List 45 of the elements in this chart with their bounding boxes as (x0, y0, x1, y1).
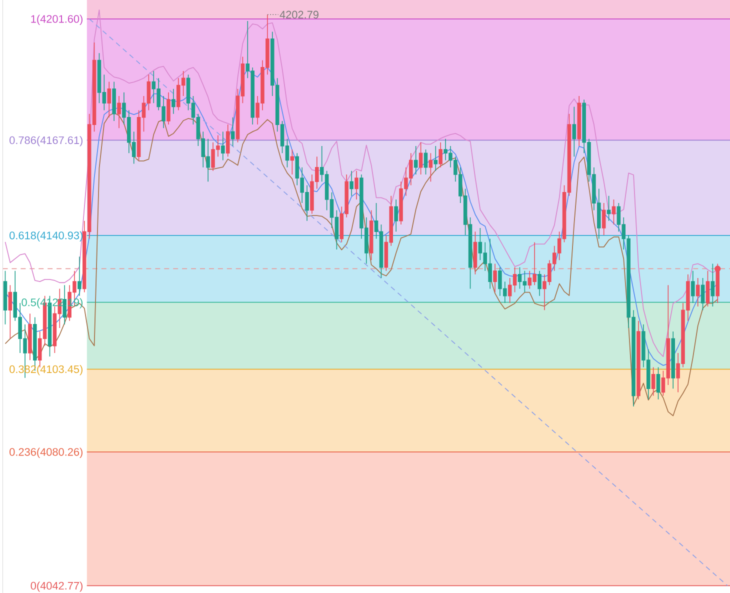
y-tick-label: (4140.93) (37, 231, 82, 242)
candlestick (418, 142, 423, 176)
candlestick (221, 131, 225, 161)
y-tick-label: (4103.45) (37, 365, 82, 376)
candlestick (290, 149, 294, 176)
y2-tick-label: 0.5 (22, 298, 36, 306)
candlestick (696, 278, 700, 308)
candlestick (636, 320, 640, 400)
candlestick (428, 152, 433, 182)
candlestick (107, 81, 112, 118)
candlestick (112, 81, 116, 122)
candlestick (691, 270, 695, 304)
candlestick (612, 199, 616, 225)
candlestick (166, 92, 170, 126)
candlestick (354, 170, 358, 200)
candlestick (538, 270, 542, 296)
candlestick (438, 142, 442, 168)
y2-tick-label: 0.236 (10, 448, 36, 456)
line-series (4, 112, 718, 416)
candlestick (572, 106, 576, 158)
candlestick (226, 124, 230, 158)
candlestick (493, 263, 497, 293)
candlestick (117, 96, 121, 129)
candlestick (8, 284, 12, 340)
y-tick-label: (4042.77) (37, 582, 82, 592)
candlestick (606, 196, 611, 222)
candlestick (434, 146, 438, 172)
y-tick-label: (4167.61) (37, 136, 82, 146)
annotation: 4202.79 (280, 10, 318, 19)
candlestick (172, 88, 176, 114)
y-tick-label: (4201.60) (37, 14, 82, 26)
candlestick (78, 256, 82, 296)
candlestick (414, 146, 418, 176)
candlestick (577, 96, 581, 146)
y2-tick-label: 0.618 (10, 232, 36, 240)
candlestick (28, 313, 32, 361)
candlestick (230, 117, 235, 146)
candlestick (710, 263, 715, 308)
candlestick (350, 170, 354, 196)
candlestick (394, 199, 398, 232)
y2-tick-label: 0.786 (10, 136, 36, 144)
y-tick-label: (4080.26) (37, 448, 82, 458)
y2-tick-label: 0 (30, 582, 36, 590)
candlestick (671, 331, 675, 390)
y2-tick-label: 1 (31, 15, 36, 23)
